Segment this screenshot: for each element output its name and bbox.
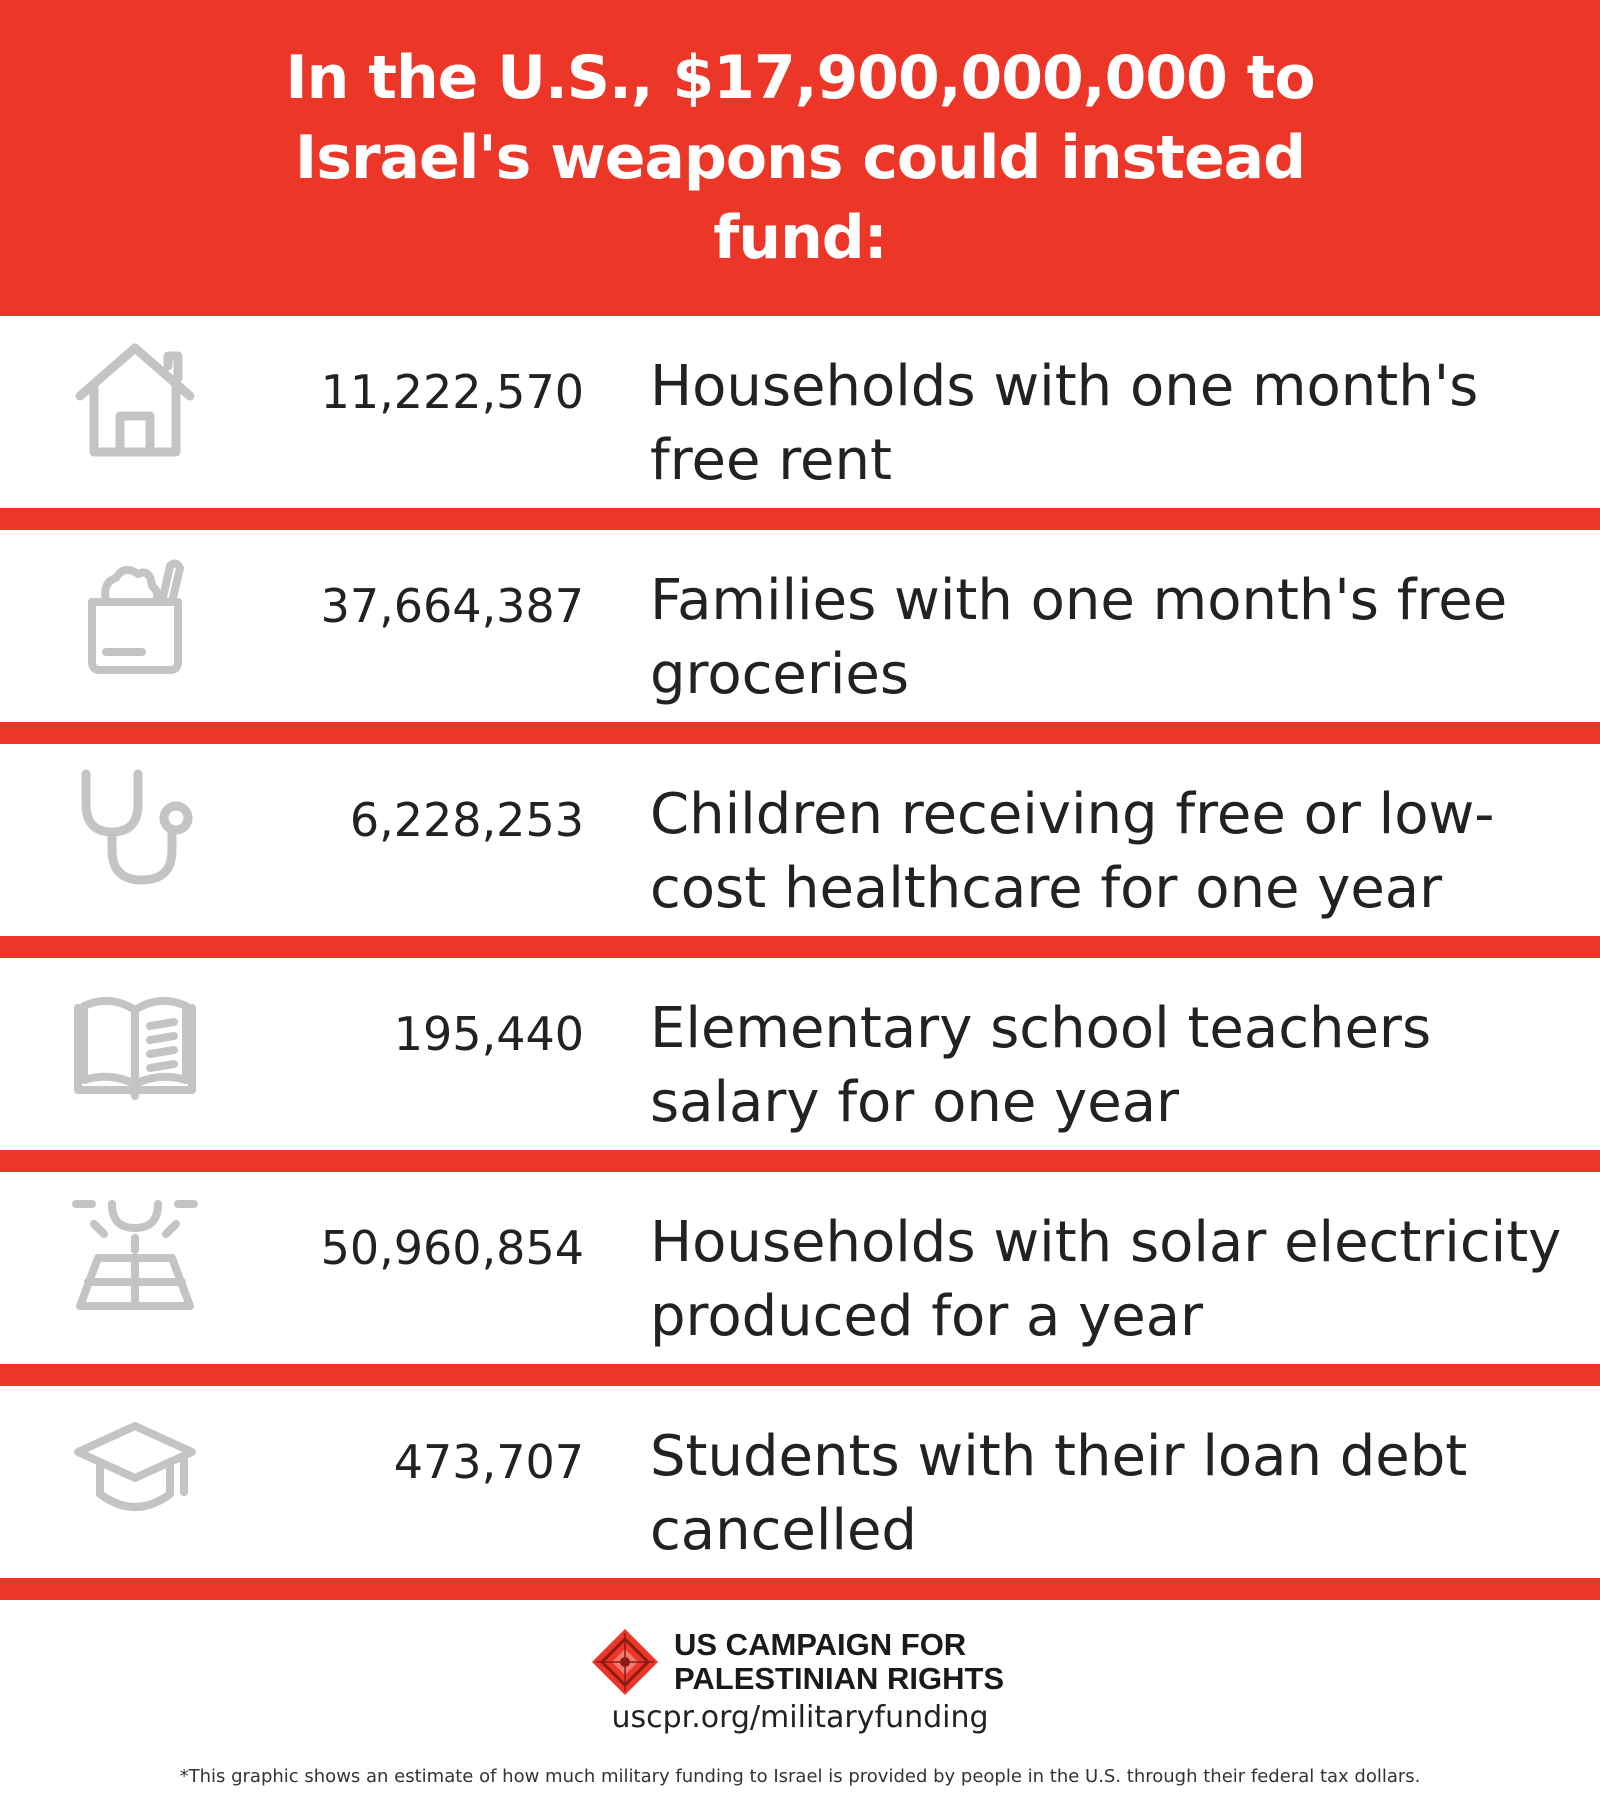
embroidery-diamond-icon xyxy=(592,1629,658,1695)
grocery-bag-icon xyxy=(72,552,198,678)
list-item: 473,707 Students with their loan debt ca… xyxy=(0,1386,1600,1578)
item-value: 11,222,570 xyxy=(320,365,584,419)
list-item: 195,440 Elementary school teachers salar… xyxy=(0,958,1600,1150)
divider xyxy=(0,1364,1600,1386)
graduation-cap-icon xyxy=(72,1408,198,1534)
item-label: Households with solar electricity produc… xyxy=(650,1210,1562,1349)
item-label: Students with their loan debt cancelled xyxy=(650,1424,1468,1563)
divider xyxy=(0,936,1600,958)
item-value: 37,664,387 xyxy=(320,579,584,633)
list-item: 50,960,854 Households with solar electri… xyxy=(0,1172,1600,1364)
item-value: 195,440 xyxy=(393,1007,584,1061)
list-item: 11,222,570 Households with one month's f… xyxy=(0,316,1600,508)
list-item: 6,228,253 Children receiving free or low… xyxy=(0,744,1600,936)
item-value: 473,707 xyxy=(393,1435,584,1489)
divider xyxy=(0,1578,1600,1600)
org-name: US CAMPAIGN FOR PALESTINIAN RIGHTS xyxy=(674,1628,1004,1696)
list-item: 37,664,387 Families with one month's fre… xyxy=(0,530,1600,722)
item-value: 6,228,253 xyxy=(349,793,584,847)
solar-panel-icon xyxy=(72,1194,198,1320)
header-banner: In the U.S., $17,900,000,000 to Israel's… xyxy=(0,0,1600,316)
org-name-line1: US CAMPAIGN FOR xyxy=(674,1627,967,1662)
divider xyxy=(0,508,1600,530)
item-label: Families with one month's free groceries xyxy=(650,568,1508,707)
footnote: *This graphic shows an estimate of how m… xyxy=(179,1766,1421,1787)
divider xyxy=(0,722,1600,744)
item-label: Households with one month's free rent xyxy=(650,354,1479,493)
item-value: 50,960,854 xyxy=(320,1221,584,1275)
org-logo: US CAMPAIGN FOR PALESTINIAN RIGHTS xyxy=(590,1627,1004,1697)
item-label: Elementary school teachers salary for on… xyxy=(650,996,1432,1135)
org-name-line2: PALESTINIAN RIGHTS xyxy=(674,1661,1005,1696)
item-label: Children receiving free or low-cost heal… xyxy=(650,782,1495,921)
stethoscope-icon xyxy=(72,766,198,892)
page-title: In the U.S., $17,900,000,000 to Israel's… xyxy=(285,43,1315,273)
house-icon xyxy=(72,338,198,464)
org-url: uscpr.org/militaryfunding xyxy=(611,1700,989,1735)
open-book-icon xyxy=(72,980,198,1106)
divider xyxy=(0,1150,1600,1172)
